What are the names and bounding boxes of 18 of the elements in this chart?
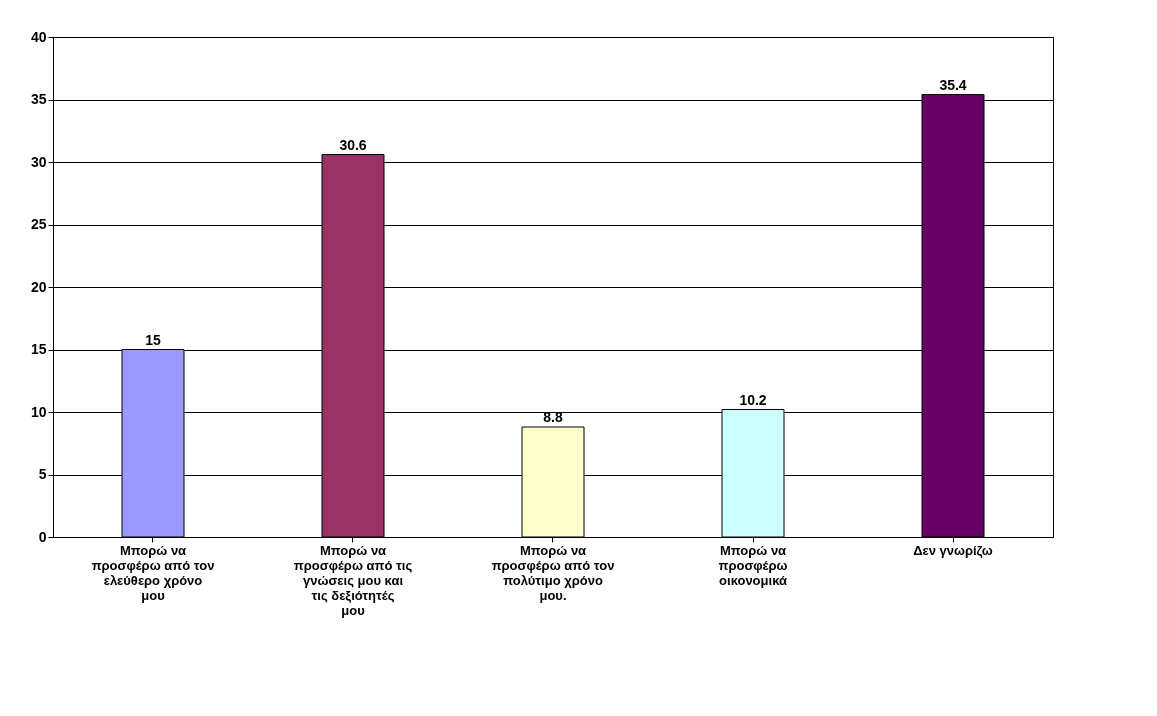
y-tick-label: 5 (38, 466, 47, 482)
x-tick-label: Μπορώ να προσφέρω από τον ελεύθερο χρόνο μου (91, 542, 215, 603)
y-tick-label: 40 (30, 28, 47, 45)
y-tick-label: 30 (30, 153, 47, 170)
data-label: 10.2 (739, 391, 767, 408)
x-tick-label: Δεν γνωρίζω (913, 542, 993, 558)
x-tick-label: Μπορώ να προσφέρω από τον πολύτιμο χρόνο μου. (491, 542, 615, 603)
x-tick-label: Μπορώ να προσφέρω από τις γνώσεις μου και τις δεξιότητές μου (293, 542, 413, 618)
x-tick-label: Μπορώ να προσφέρω οικονομικά (718, 542, 788, 588)
y-tick-label: 15 (30, 341, 47, 357)
y-tick-label: 20 (30, 278, 47, 295)
y-tick-label: 35 (30, 91, 47, 107)
data-label: 15 (145, 331, 161, 348)
y-tick-label: 25 (30, 216, 47, 232)
y-tick-label: 10 (30, 403, 47, 420)
y-tick-label: 0 (38, 528, 47, 545)
data-label: 35.4 (939, 76, 967, 93)
data-label: 30.6 (339, 136, 367, 153)
